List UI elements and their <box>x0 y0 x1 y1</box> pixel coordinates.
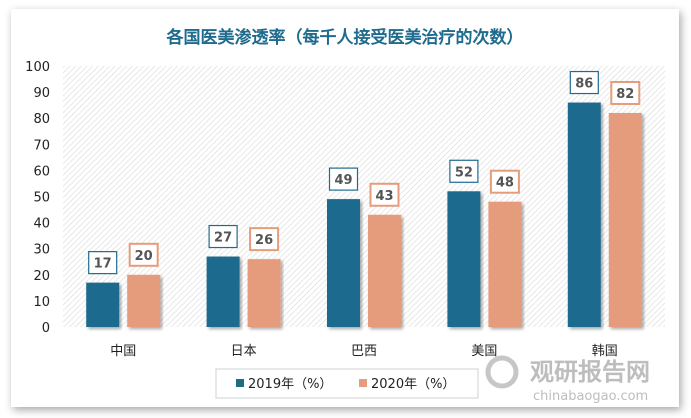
data-label-box <box>610 80 641 105</box>
legend-swatch-2020 <box>359 379 367 387</box>
data-label: 52 <box>455 165 473 180</box>
y-tick-label: 10 <box>33 295 50 310</box>
legend-swatch-2019 <box>236 379 244 387</box>
data-label: 86 <box>575 77 593 92</box>
data-label-box <box>489 169 520 194</box>
legend: 2019年（%） 2020年（%） <box>215 368 479 399</box>
y-tick-label: 70 <box>33 138 50 153</box>
legend-label-2019: 2019年（%） <box>248 377 332 392</box>
bar <box>127 274 161 327</box>
y-tick-label: 40 <box>33 217 50 232</box>
y-tick-label: 80 <box>33 112 50 127</box>
x-tick-label: 日本 <box>231 344 257 359</box>
x-tick-label: 巴西 <box>351 344 377 359</box>
bar <box>327 199 360 327</box>
bar <box>247 259 281 327</box>
y-tick-label: 60 <box>33 164 50 179</box>
data-label-box <box>569 70 599 95</box>
plot-area <box>63 66 665 327</box>
data-label: 26 <box>255 233 273 248</box>
bar <box>488 201 522 327</box>
watermark-brand: 观研报告网 <box>530 358 650 386</box>
data-label-box <box>449 159 479 183</box>
watermark: 观研报告网 chinabaogao.com <box>485 355 650 404</box>
y-tick-label: 90 <box>33 86 50 101</box>
data-label: 20 <box>135 249 153 264</box>
bar <box>567 102 601 327</box>
y-tick-label: 0 <box>42 321 50 336</box>
watermark-logo-icon <box>485 355 519 389</box>
bar <box>206 256 240 327</box>
data-label: 82 <box>616 87 634 102</box>
data-label-box <box>88 251 118 275</box>
x-tick-label: 韩国 <box>592 344 618 359</box>
data-label: 43 <box>375 189 393 204</box>
x-tick-label: 中国 <box>110 344 136 359</box>
y-tick-label: 100 <box>25 60 50 75</box>
watermark-url: chinabaogao.com <box>533 389 648 404</box>
data-label: 49 <box>334 173 352 188</box>
bar <box>86 282 120 327</box>
data-label-box <box>208 224 238 249</box>
data-label: 17 <box>94 257 112 272</box>
bar <box>368 214 401 327</box>
y-tick-label: 50 <box>33 191 50 206</box>
bar <box>447 191 481 327</box>
legend-label-2020: 2020年（%） <box>371 377 455 392</box>
chart-title: 各国医美渗透率（每千人接受医美治疗的次数） <box>166 27 524 48</box>
y-tick-label: 20 <box>33 269 50 284</box>
data-label: 27 <box>214 231 232 246</box>
bar <box>608 112 642 327</box>
data-label-box <box>128 242 159 267</box>
y-tick-label: 30 <box>33 243 50 258</box>
x-tick-label: 美国 <box>471 344 497 359</box>
data-label-box <box>328 167 359 191</box>
data-label: 48 <box>496 176 514 191</box>
data-label-box <box>249 227 280 252</box>
data-label-box <box>369 182 400 207</box>
